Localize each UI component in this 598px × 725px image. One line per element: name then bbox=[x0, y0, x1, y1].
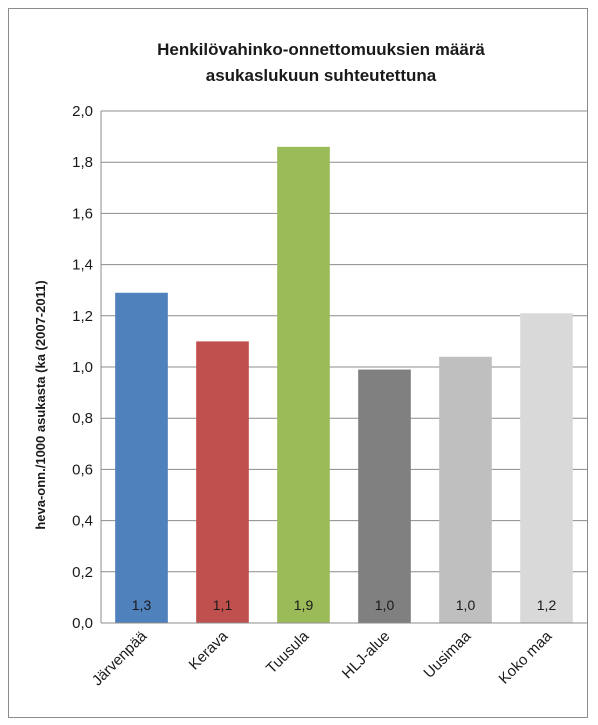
chart-title-line-2: asukaslukuun suhteutettuna bbox=[206, 66, 437, 85]
x-category-label: Uusimaa bbox=[420, 627, 474, 681]
x-category-label: HLJ-alue bbox=[339, 628, 393, 682]
x-category-label: Tuusula bbox=[263, 627, 313, 677]
x-category-label: Kerava bbox=[186, 627, 232, 673]
data-label: 1,1 bbox=[213, 597, 233, 613]
gridlines bbox=[101, 110, 587, 624]
y-tick-label: 0,2 bbox=[72, 564, 93, 581]
data-labels: 1,3 1,1 1,9 1,0 1,0 1,2 bbox=[132, 597, 557, 613]
x-category-label: Koko maa bbox=[496, 627, 556, 687]
y-tick-label: 0,0 bbox=[72, 615, 93, 632]
data-label: 1,0 bbox=[375, 597, 395, 613]
data-label: 1,0 bbox=[456, 597, 476, 613]
chart-title-line-1: Henkilövahinko-onnettomuuksien määrä bbox=[157, 40, 485, 59]
bar bbox=[358, 369, 411, 623]
data-label: 1,3 bbox=[132, 597, 152, 613]
y-tick-label: 0,8 bbox=[72, 410, 93, 427]
bar bbox=[115, 292, 168, 623]
y-tick-label: 2,0 bbox=[72, 103, 93, 120]
bar bbox=[277, 146, 330, 623]
bar bbox=[439, 356, 492, 623]
chart-frame: Henkilövahinko-onnettomuuksien määrä asu… bbox=[8, 8, 588, 718]
y-tick-label: 1,6 bbox=[72, 205, 93, 222]
y-tick-label: 1,2 bbox=[72, 308, 93, 325]
y-tick-label: 0,4 bbox=[72, 513, 93, 530]
bar bbox=[196, 341, 249, 623]
y-tick-label: 1,4 bbox=[72, 257, 93, 274]
y-tick-label: 1,0 bbox=[72, 359, 93, 376]
bar-chart: Henkilövahinko-onnettomuuksien määrä asu… bbox=[33, 40, 587, 689]
axes bbox=[100, 111, 587, 624]
data-label: 1,2 bbox=[537, 597, 557, 613]
bar bbox=[520, 313, 573, 623]
bars bbox=[115, 146, 573, 623]
y-axis-label: heva-onn./1000 asukasta (ka (2007-2011) bbox=[33, 280, 48, 529]
y-tick-label: 0,6 bbox=[72, 461, 93, 478]
y-tick-label: 1,8 bbox=[72, 154, 93, 171]
data-label: 1,9 bbox=[294, 597, 314, 613]
x-category-labels: Järvenpää Kerava Tuusula HLJ-alue Uusimaa Kok… bbox=[89, 627, 556, 689]
y-tick-labels: 0,0 0,2 0,4 0,6 0,8 1,0 1,2 1,4 1,6 1,8 2,0 bbox=[72, 103, 93, 632]
x-category-label: Järvenpää bbox=[89, 627, 151, 689]
